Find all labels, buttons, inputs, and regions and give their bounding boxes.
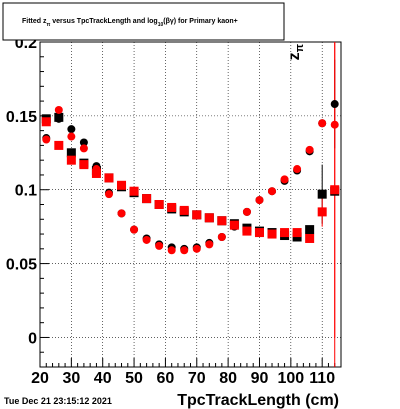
data-point-square — [179, 205, 189, 215]
data-point-square — [91, 168, 101, 178]
data-point-circle — [293, 165, 302, 174]
data-point-square — [66, 148, 76, 158]
data-point-square — [54, 112, 64, 122]
data-point-square — [330, 185, 340, 195]
data-point-circle — [155, 241, 164, 250]
title-box — [2, 2, 285, 41]
data-point-circle — [67, 125, 76, 134]
data-point-circle — [242, 207, 251, 216]
x-tick-label: 90 — [251, 370, 269, 387]
y-tick-label: 0.15 — [6, 109, 37, 126]
x-tick-label: 110 — [309, 370, 335, 387]
data-point-square — [254, 228, 264, 238]
data-point-circle — [268, 187, 277, 196]
data-point-square — [154, 200, 164, 209]
data-point-circle — [205, 240, 214, 249]
x-tick-labels: 20 30 40 50 60 70 80 90 100 110 — [31, 370, 335, 387]
data-point-square — [229, 220, 239, 230]
data-point-circle — [79, 138, 88, 147]
data-point-circle — [255, 196, 264, 205]
x-tick-label: 50 — [125, 370, 143, 387]
data-point-square — [54, 140, 64, 150]
data-point-circle — [54, 105, 63, 114]
x-tick-label: 60 — [157, 370, 175, 387]
data-point-square — [305, 225, 315, 235]
data-point-square — [317, 207, 327, 217]
x-axis-title: TpcTrackLength (cm) — [177, 392, 339, 409]
data-point-square — [192, 210, 202, 220]
x-tick-label: 40 — [94, 370, 112, 387]
data-point-square — [305, 233, 315, 243]
data-point-square — [129, 186, 139, 196]
data-point-square — [117, 180, 127, 190]
data-point-circle — [192, 244, 201, 253]
data-point-square — [142, 194, 152, 204]
data-point-square — [217, 216, 227, 226]
data-point-square — [280, 228, 290, 238]
data-point-circle — [217, 233, 226, 241]
data-point-square — [79, 160, 89, 170]
data-point-circle — [330, 120, 339, 129]
data-point-square — [167, 202, 177, 212]
data-point-circle — [280, 175, 289, 184]
timestamp: Tue Dec 21 23:15:12 2021 — [4, 396, 112, 406]
y-tick-label: 0 — [28, 330, 37, 347]
data-point-circle — [104, 190, 113, 199]
y-tick-label: 0.1 — [15, 183, 37, 200]
x-tick-label: 20 — [31, 370, 49, 387]
markers — [41, 100, 340, 255]
y-tick-label: 0.05 — [6, 257, 37, 274]
data-point-square — [204, 213, 214, 223]
data-point-circle — [180, 246, 189, 255]
data-point-circle — [67, 132, 76, 141]
data-point-circle — [117, 209, 126, 218]
grid — [39, 41, 341, 367]
data-point-circle — [167, 246, 176, 255]
data-point-circle — [142, 235, 151, 244]
data-point-circle — [305, 145, 314, 154]
x-tick-label: 80 — [219, 370, 237, 387]
x-tick-label: 100 — [277, 370, 304, 387]
data-point-square — [267, 229, 277, 239]
data-point-square — [66, 155, 76, 165]
x-tick-label: 30 — [62, 370, 80, 387]
data-point-circle — [130, 225, 139, 234]
data-point-square — [104, 173, 114, 183]
data-point-square — [292, 228, 302, 238]
data-point-circle — [330, 100, 339, 109]
x-tick-label: 70 — [188, 370, 206, 387]
data-point-circle — [79, 144, 88, 153]
data-point-circle — [318, 119, 327, 128]
chart-title: Fitted zπ versus TpcTrackLength and log1… — [22, 18, 238, 28]
data-point-square — [242, 226, 252, 236]
data-point-square — [317, 189, 327, 199]
data-point-square — [41, 117, 51, 127]
data-point-circle — [42, 135, 51, 144]
